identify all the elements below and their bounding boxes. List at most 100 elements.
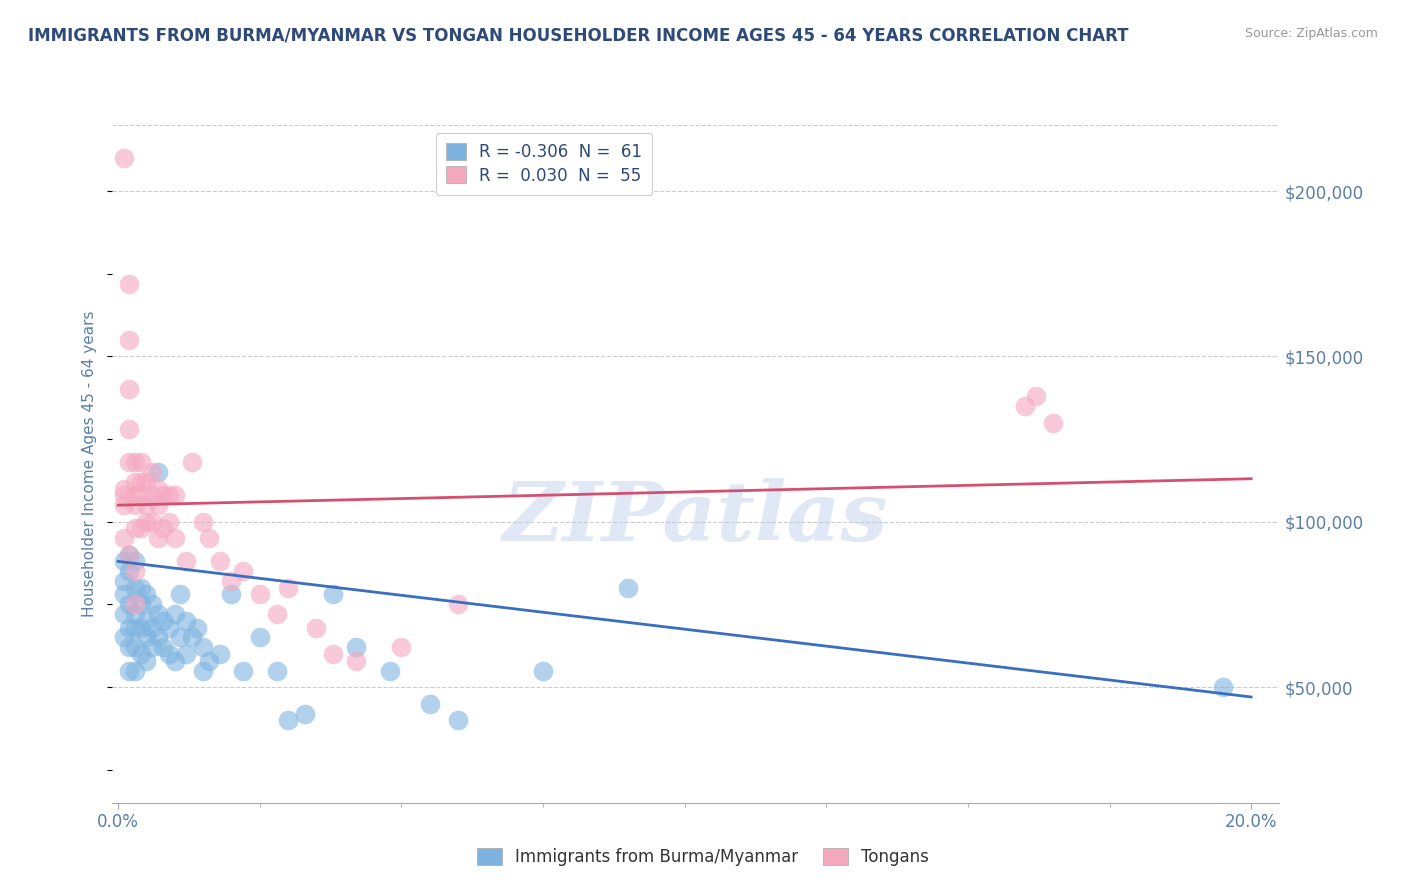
Point <box>152 488 174 502</box>
Point <box>163 531 186 545</box>
Point <box>141 640 163 655</box>
Point <box>124 455 146 469</box>
Point <box>129 581 152 595</box>
Point <box>169 587 191 601</box>
Point <box>112 607 135 622</box>
Point <box>118 455 141 469</box>
Point <box>124 498 146 512</box>
Point <box>124 640 146 655</box>
Point <box>135 475 157 489</box>
Point <box>124 621 146 635</box>
Point <box>232 564 254 578</box>
Point <box>124 664 146 678</box>
Point <box>163 488 186 502</box>
Point <box>141 621 163 635</box>
Point <box>152 521 174 535</box>
Point <box>419 697 441 711</box>
Point <box>174 647 197 661</box>
Point <box>389 640 412 655</box>
Point <box>112 554 135 568</box>
Point <box>221 587 243 601</box>
Point <box>112 151 135 165</box>
Point <box>141 598 163 612</box>
Point <box>124 581 146 595</box>
Point <box>344 640 367 655</box>
Point <box>141 465 163 479</box>
Point <box>191 515 214 529</box>
Legend: R = -0.306  N =  61, R =  0.030  N =  55: R = -0.306 N = 61, R = 0.030 N = 55 <box>436 133 652 194</box>
Point <box>124 607 146 622</box>
Point <box>174 614 197 628</box>
Point <box>191 664 214 678</box>
Point <box>112 631 135 645</box>
Point <box>344 654 367 668</box>
Point <box>1014 399 1036 413</box>
Point <box>129 475 152 489</box>
Point <box>118 422 141 436</box>
Point <box>249 587 271 601</box>
Point <box>141 515 163 529</box>
Point <box>118 598 141 612</box>
Point <box>152 640 174 655</box>
Point <box>129 521 152 535</box>
Point <box>186 621 208 635</box>
Point <box>124 554 146 568</box>
Point <box>146 531 169 545</box>
Y-axis label: Householder Income Ages 45 - 64 years: Householder Income Ages 45 - 64 years <box>82 310 97 617</box>
Point <box>447 713 470 727</box>
Point <box>135 498 157 512</box>
Point <box>118 564 141 578</box>
Point <box>135 515 157 529</box>
Point <box>118 664 141 678</box>
Point <box>277 713 299 727</box>
Point <box>129 598 152 612</box>
Point <box>118 621 141 635</box>
Point <box>146 465 169 479</box>
Point <box>157 647 180 661</box>
Legend: Immigrants from Burma/Myanmar, Tongans: Immigrants from Burma/Myanmar, Tongans <box>468 840 938 875</box>
Point <box>124 475 146 489</box>
Point <box>112 488 135 502</box>
Point <box>322 647 344 661</box>
Point <box>174 554 197 568</box>
Point <box>447 598 470 612</box>
Point <box>146 631 169 645</box>
Point <box>157 621 180 635</box>
Point <box>157 515 180 529</box>
Point <box>163 607 186 622</box>
Point <box>180 455 202 469</box>
Point <box>191 640 214 655</box>
Point <box>124 598 146 612</box>
Point <box>141 488 163 502</box>
Point <box>197 531 219 545</box>
Point <box>163 654 186 668</box>
Point <box>112 482 135 496</box>
Point <box>112 574 135 589</box>
Point <box>146 607 169 622</box>
Point <box>112 531 135 545</box>
Point <box>169 631 191 645</box>
Point <box>118 383 141 397</box>
Point <box>157 488 180 502</box>
Text: ZIPatlas: ZIPatlas <box>503 478 889 558</box>
Point <box>1212 680 1234 694</box>
Point <box>135 587 157 601</box>
Point <box>146 498 169 512</box>
Point <box>118 277 141 291</box>
Point <box>197 654 219 668</box>
Point <box>277 581 299 595</box>
Text: IMMIGRANTS FROM BURMA/MYANMAR VS TONGAN HOUSEHOLDER INCOME AGES 45 - 64 YEARS CO: IMMIGRANTS FROM BURMA/MYANMAR VS TONGAN … <box>28 27 1129 45</box>
Point <box>129 455 152 469</box>
Point <box>118 640 141 655</box>
Point <box>209 554 232 568</box>
Point <box>221 574 243 589</box>
Point <box>135 614 157 628</box>
Point <box>1042 416 1064 430</box>
Point <box>249 631 271 645</box>
Point <box>112 498 135 512</box>
Point <box>129 647 152 661</box>
Point <box>232 664 254 678</box>
Point <box>209 647 232 661</box>
Point <box>118 548 141 562</box>
Point <box>124 488 146 502</box>
